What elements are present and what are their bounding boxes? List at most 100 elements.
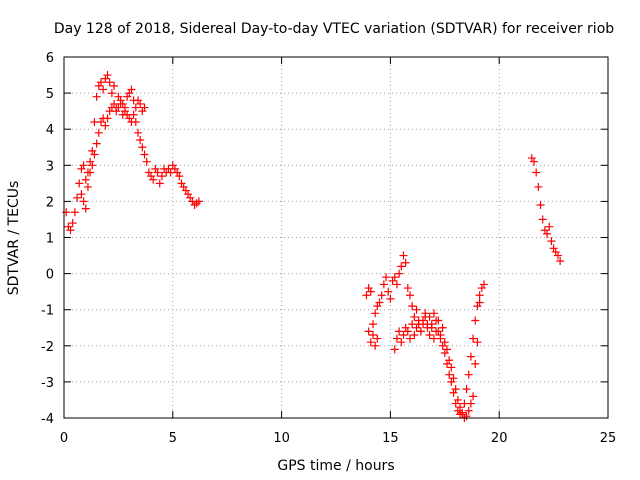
data-point bbox=[70, 208, 79, 217]
data-point bbox=[149, 175, 158, 184]
data-point bbox=[536, 201, 545, 210]
data-point bbox=[371, 341, 380, 350]
data-point bbox=[96, 78, 105, 87]
data-point bbox=[168, 161, 177, 170]
data-point bbox=[364, 284, 373, 293]
data-point bbox=[83, 182, 92, 191]
data-point bbox=[401, 258, 410, 267]
data-point bbox=[403, 284, 412, 293]
data-point bbox=[177, 179, 186, 188]
data-point bbox=[99, 85, 108, 94]
data-point bbox=[453, 406, 462, 415]
data-point bbox=[405, 291, 414, 300]
plot-frame bbox=[63, 56, 609, 419]
data-point bbox=[442, 359, 451, 368]
data-point bbox=[105, 78, 114, 87]
data-point bbox=[77, 164, 86, 173]
y-tick-label: -1 bbox=[41, 304, 54, 319]
data-point bbox=[94, 81, 103, 90]
data-point bbox=[416, 327, 425, 336]
data-point bbox=[475, 291, 484, 300]
data-point bbox=[127, 85, 136, 94]
data-point bbox=[107, 89, 116, 98]
data-point bbox=[151, 164, 160, 173]
chart-title: Day 128 of 2018, Sidereal Day-to-day VTE… bbox=[54, 21, 614, 37]
data-point bbox=[92, 92, 101, 101]
data-point bbox=[112, 107, 121, 116]
data-point bbox=[538, 215, 547, 224]
data-point bbox=[471, 316, 480, 325]
data-point bbox=[449, 374, 458, 383]
data-point bbox=[473, 302, 482, 311]
data-markers bbox=[62, 71, 565, 422]
data-point bbox=[79, 197, 88, 206]
data-point bbox=[438, 341, 447, 350]
data-point bbox=[110, 99, 119, 108]
data-point bbox=[140, 150, 149, 159]
data-point bbox=[399, 330, 408, 339]
data-point bbox=[477, 284, 486, 293]
data-point bbox=[530, 157, 539, 166]
data-point bbox=[473, 338, 482, 347]
data-point bbox=[94, 128, 103, 137]
data-point bbox=[131, 103, 140, 112]
data-point bbox=[73, 193, 82, 202]
data-point bbox=[425, 330, 434, 339]
data-point bbox=[366, 338, 375, 347]
data-point bbox=[390, 273, 399, 282]
data-point bbox=[375, 298, 384, 307]
data-point bbox=[66, 226, 75, 235]
data-point bbox=[377, 291, 386, 300]
data-point bbox=[403, 327, 412, 336]
data-point bbox=[118, 99, 127, 108]
data-point bbox=[527, 154, 536, 163]
y-tick-label: -2 bbox=[41, 340, 54, 355]
data-point bbox=[92, 139, 101, 148]
data-point bbox=[466, 399, 475, 408]
data-point bbox=[414, 316, 423, 325]
y-tick-label: 1 bbox=[46, 232, 54, 247]
x-tick-label: 25 bbox=[600, 431, 617, 446]
data-point bbox=[136, 136, 145, 145]
data-point bbox=[175, 172, 184, 181]
data-point bbox=[79, 161, 88, 170]
data-point bbox=[438, 323, 447, 332]
data-point bbox=[114, 92, 123, 101]
series-segment-3 bbox=[527, 154, 565, 265]
data-point bbox=[368, 320, 377, 329]
data-point bbox=[401, 323, 410, 332]
data-point bbox=[77, 190, 86, 199]
data-point bbox=[469, 392, 478, 401]
data-point bbox=[181, 186, 190, 195]
data-point bbox=[543, 229, 552, 238]
x-tick-label: 15 bbox=[382, 431, 399, 446]
y-tick-label: 2 bbox=[46, 195, 54, 210]
y-tick-label: 6 bbox=[46, 51, 54, 66]
x-axis-label: GPS time / hours bbox=[277, 458, 394, 474]
data-point bbox=[395, 327, 404, 336]
data-point bbox=[397, 262, 406, 271]
data-point bbox=[469, 334, 478, 343]
data-point bbox=[86, 168, 95, 177]
data-point bbox=[81, 175, 90, 184]
data-point bbox=[547, 237, 556, 246]
data-point bbox=[462, 412, 471, 421]
data-point bbox=[384, 287, 393, 296]
data-point bbox=[447, 377, 456, 386]
data-point bbox=[479, 280, 488, 289]
data-point bbox=[429, 309, 438, 318]
data-point bbox=[432, 316, 441, 325]
data-point bbox=[392, 280, 401, 289]
data-point bbox=[451, 399, 460, 408]
series-segment-2b bbox=[364, 298, 484, 422]
data-point bbox=[110, 81, 119, 90]
data-point bbox=[449, 388, 458, 397]
data-point bbox=[373, 302, 382, 311]
data-point bbox=[194, 197, 203, 206]
data-point bbox=[88, 146, 97, 155]
data-point bbox=[462, 385, 471, 394]
data-point bbox=[408, 320, 417, 329]
data-point bbox=[186, 193, 195, 202]
data-point bbox=[419, 320, 428, 329]
data-point bbox=[127, 117, 136, 126]
